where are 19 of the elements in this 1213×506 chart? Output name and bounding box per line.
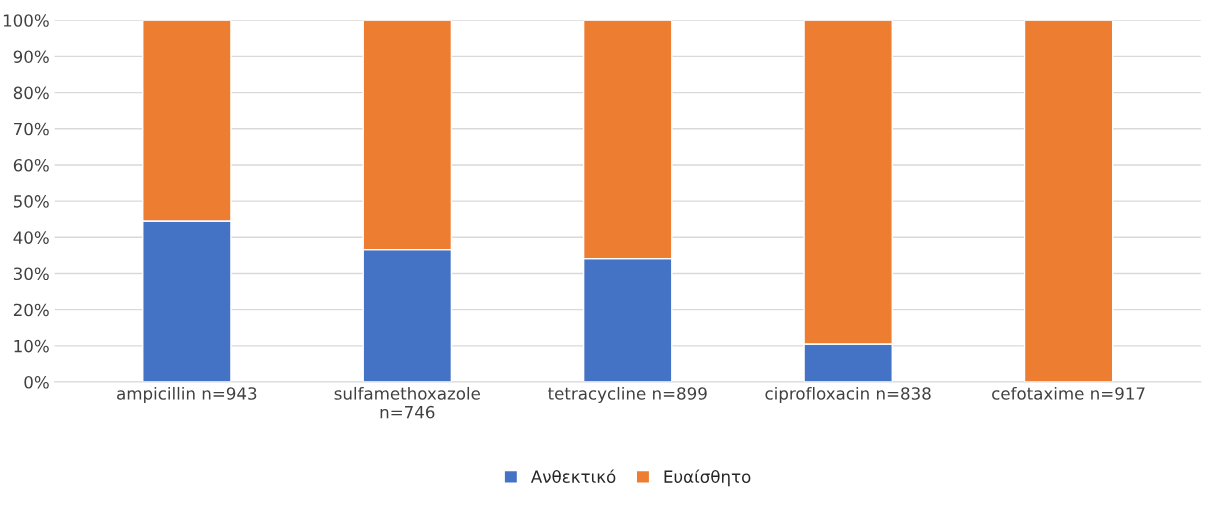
x-tick-label: tetracycline n=899	[548, 386, 707, 404]
y-tick-label: 20%	[13, 303, 49, 317]
y-tick-label: 50%	[13, 195, 49, 208]
y-tick-label: 80%	[13, 86, 49, 100]
y-tick-label: 70%	[14, 122, 49, 136]
legend-label: Ανθεκτικό	[530, 469, 616, 483]
y-tick-label: 60%	[13, 158, 49, 172]
y-tick-label: 40%	[13, 231, 49, 244]
legend-label: Ευαίσθητο	[664, 469, 751, 487]
x-tick-label: cefotaxime n=917	[992, 386, 1145, 400]
y-tick-label: 30%	[13, 267, 49, 281]
y-tick-label: 10%	[14, 339, 49, 353]
bar	[1023, 20, 1114, 383]
y-tick-label: 100%	[3, 14, 49, 27]
x-tick-label: sulfamethoxazole n=746	[334, 386, 480, 419]
x-tick-label: ciprofloxacin n=838	[765, 386, 931, 404]
x-tick-label: ampicillin n=943	[117, 386, 257, 404]
y-tick-label: 90%	[13, 50, 49, 63]
y-tick-label: 0%	[24, 375, 49, 389]
